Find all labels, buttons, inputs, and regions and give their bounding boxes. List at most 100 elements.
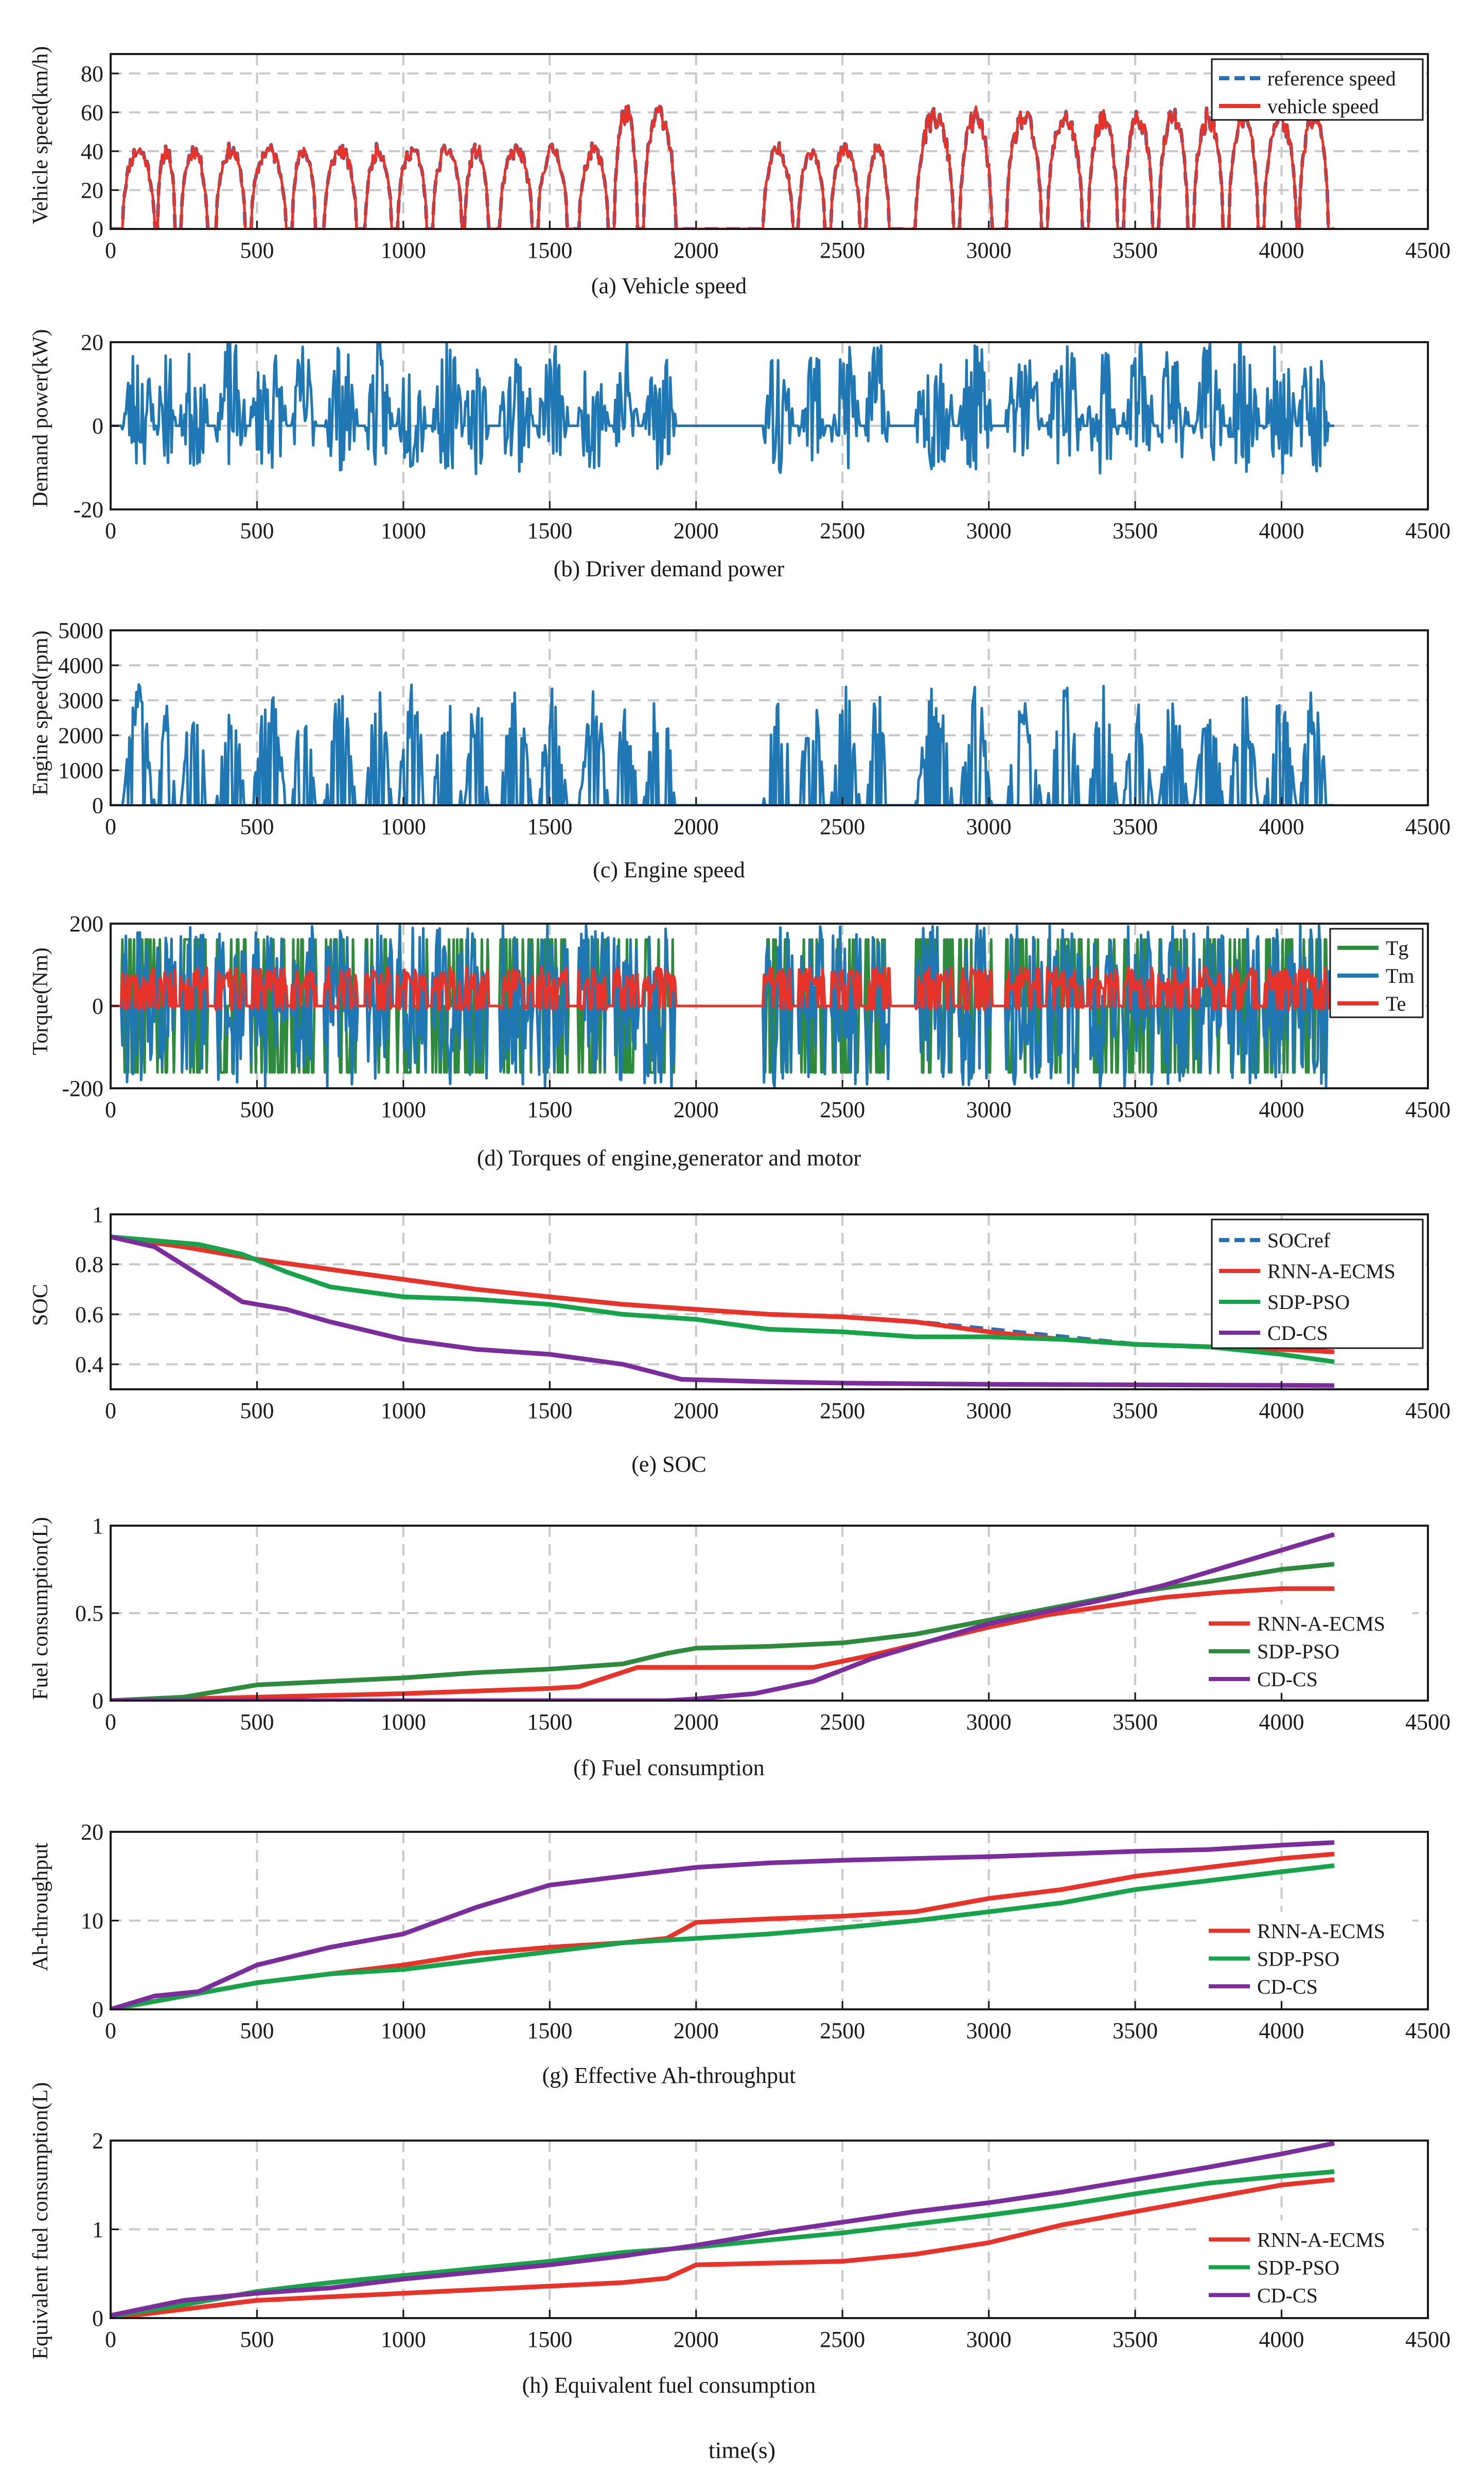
x-tick-label-h-1000: 1000 [381, 2327, 426, 2352]
series-f-cd-cs [111, 1532, 1335, 1701]
x-tick-label-d-4500: 4500 [1405, 1097, 1451, 1122]
y-tick-label-e-1: 1 [92, 1202, 103, 1227]
x-tick-label-e-0: 0 [105, 1398, 116, 1423]
caption-e: (e) SOC [631, 1452, 706, 1477]
y-tick-label-f-0.5: 0.5 [75, 1601, 103, 1626]
x-tick-label-c-3500: 3500 [1112, 814, 1158, 839]
x-tick-label-a-1000: 1000 [381, 238, 426, 263]
x-tick-label-g-0: 0 [105, 2018, 116, 2043]
x-tick-label-a-1500: 1500 [527, 238, 572, 263]
x-tick-label-f-2000: 2000 [674, 1709, 719, 1735]
y-tick-label-e-0.8: 0.8 [75, 1252, 103, 1277]
x-tick-label-g-1000: 1000 [381, 2018, 426, 2043]
x-tick-label-a-2500: 2500 [820, 238, 865, 263]
legend-label-g-0: RNN-A-ECMS [1257, 1919, 1385, 1942]
x-tick-label-c-4500: 4500 [1405, 814, 1451, 839]
x-tick-label-f-500: 500 [240, 1709, 274, 1735]
x-tick-label-c-0: 0 [105, 814, 116, 839]
y-tick-label-c-0: 0 [92, 793, 103, 818]
x-tick-label-a-2000: 2000 [674, 238, 719, 263]
x-tick-label-f-1500: 1500 [527, 1709, 572, 1735]
y-tick-label-a-20: 20 [81, 178, 103, 203]
series-group-d [111, 924, 1335, 1088]
series-a-vehicle-speed [111, 104, 1335, 229]
x-tick-label-d-1000: 1000 [381, 1097, 426, 1122]
global-xlabel: time(s) [708, 2437, 776, 2463]
series-d-te [111, 965, 1335, 1012]
x-tick-label-g-3000: 3000 [966, 2018, 1012, 2043]
x-tick-label-f-3500: 3500 [1112, 1709, 1158, 1735]
x-tick-label-b-2500: 2500 [820, 518, 865, 543]
chart-b: 0 500 1000 1500 2000 2500 3000 3500 4000 4500-200… [73, 330, 1451, 543]
series-group-b [111, 342, 1335, 475]
x-tick-label-h-0: 0 [105, 2327, 116, 2352]
x-tick-label-c-2500: 2500 [820, 814, 865, 839]
legend-label-h-2: CD-CS [1257, 2284, 1318, 2307]
legend-label-a-0: reference speed [1267, 67, 1396, 90]
legend-label-d-2: Te [1386, 992, 1406, 1015]
x-tick-label-a-4500: 4500 [1405, 238, 1451, 263]
series-e-cd-cs [111, 1234, 1335, 1388]
x-tick-label-c-1500: 1500 [527, 814, 572, 839]
ylabel-e: SOC [29, 1284, 52, 1326]
series-h-cd-cs [111, 2141, 1335, 2318]
y-tick-label-b-0: 0 [92, 414, 103, 439]
x-tick-label-e-1500: 1500 [527, 1398, 572, 1423]
x-tick-label-a-0: 0 [105, 238, 116, 263]
chart-f: 0 500 1000 1500 2000 2500 3000 3500 4000 4500 0 0.5… [75, 1513, 1451, 1735]
ylabel-a: Vehicle speed(km/h) [29, 46, 52, 224]
series-e-sdp-pso [111, 1234, 1335, 1365]
series-f-sdp-pso [111, 1562, 1335, 1701]
legend-e: SOCref RNN-A-ECMS SDP-PSO CD-CS [1211, 1218, 1424, 1349]
ylabel-f: Fuel consumption(L) [29, 1517, 52, 1700]
x-tick-label-e-500: 500 [240, 1398, 274, 1423]
caption-b: (b) Driver demand power [553, 556, 785, 581]
chart-a: 0 500 1000 1500 2000 2500 3000 3500 4000 4500 0 20 4… [81, 53, 1451, 263]
x-tick-label-e-4000: 4000 [1259, 1398, 1304, 1423]
x-tick-label-f-0: 0 [105, 1709, 116, 1735]
legend-label-e-3: CD-CS [1267, 1321, 1328, 1345]
x-tick-label-g-2000: 2000 [674, 2018, 719, 2043]
series-group-g [111, 1840, 1335, 2009]
legend-label-h-1: SDP-PSO [1257, 2256, 1339, 2279]
x-tick-label-e-2500: 2500 [820, 1398, 865, 1423]
x-tick-label-e-2000: 2000 [674, 1398, 719, 1423]
series-h-sdp-pso [111, 2169, 1335, 2318]
caption-a: (a) Vehicle speed [591, 273, 747, 298]
y-tick-label-f-1: 1 [92, 1513, 103, 1539]
x-tick-label-c-1000: 1000 [381, 814, 426, 839]
chart-c: 0 500 1000 1500 2000 2500 3000 3500 4000 4500 0 100… [58, 618, 1451, 839]
plot-frame-c [110, 629, 1429, 806]
x-tick-label-b-1500: 1500 [527, 518, 572, 543]
series-g-cd-cs [111, 1840, 1335, 2009]
series-group-c [111, 683, 1335, 805]
y-tick-label-g-10: 10 [81, 1908, 103, 1934]
x-tick-label-d-500: 500 [240, 1097, 274, 1122]
x-tick-label-b-500: 500 [240, 518, 274, 543]
chart-d: 0 500 1000 1500 2000 2500 3000 3500 4000 4500-200… [62, 911, 1451, 1122]
x-tick-label-f-2500: 2500 [820, 1709, 865, 1735]
y-tick-label-c-5000: 5000 [58, 618, 103, 643]
x-tick-label-h-500: 500 [240, 2327, 274, 2352]
legend-label-h-0: RNN-A-ECMS [1257, 2228, 1385, 2251]
y-tick-label-b--20: -20 [73, 497, 103, 522]
series-group-a [111, 104, 1335, 229]
caption-d: (d) Torques of engine,generator and moto… [476, 1145, 861, 1171]
x-tick-label-d-1500: 1500 [527, 1097, 572, 1122]
x-tick-label-c-2000: 2000 [674, 814, 719, 839]
x-tick-label-f-1000: 1000 [381, 1709, 426, 1735]
y-tick-label-a-60: 60 [81, 100, 103, 125]
legend-label-f-0: RNN-A-ECMS [1257, 1612, 1385, 1635]
legend-label-g-1: SDP-PSO [1257, 1947, 1339, 1970]
x-tick-label-h-4000: 4000 [1259, 2327, 1304, 2352]
ylabel-h: Equivalent fuel consumption(L) [29, 2082, 52, 2360]
x-tick-label-b-0: 0 [105, 518, 116, 543]
legend-h: RNN-A-ECMS SDP-PSO CD-CS [1202, 2220, 1412, 2309]
x-tick-label-e-3000: 3000 [966, 1398, 1012, 1423]
x-tick-label-g-4500: 4500 [1405, 2018, 1451, 2043]
x-tick-label-h-3000: 3000 [966, 2327, 1012, 2352]
x-tick-label-d-2500: 2500 [820, 1097, 865, 1122]
y-tick-label-g-20: 20 [81, 1819, 103, 1845]
legend-d: Tg Tm Te [1329, 928, 1424, 1018]
